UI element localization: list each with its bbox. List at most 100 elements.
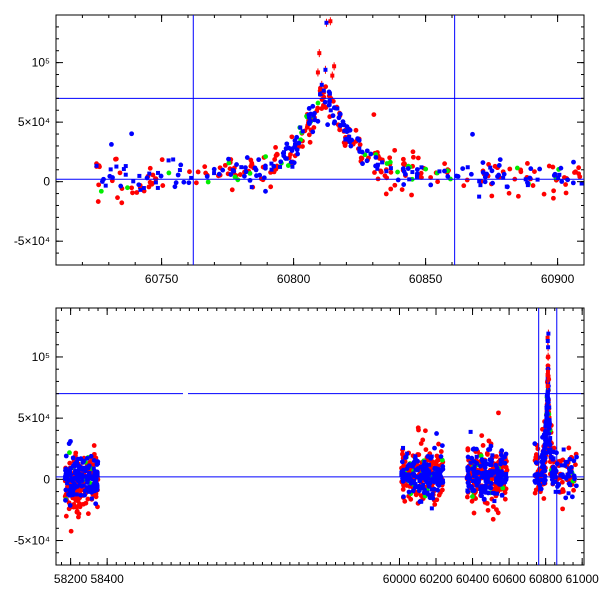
point-blue <box>401 169 407 174</box>
bottom-data-points <box>62 329 579 534</box>
point-blue <box>406 472 412 478</box>
point-blue <box>177 168 182 173</box>
point-blue <box>107 173 113 179</box>
point-blue <box>63 453 69 459</box>
x-tick-label: 58400 <box>90 572 124 586</box>
point-red <box>489 193 495 199</box>
point-blue <box>563 460 568 465</box>
point-blue <box>228 172 234 177</box>
point-blue <box>469 455 475 461</box>
point-blue <box>84 485 90 490</box>
point-blue <box>242 173 247 179</box>
point-blue <box>478 183 483 188</box>
y-tick-label: -5×10⁴ <box>14 234 50 248</box>
point-blue <box>468 460 473 465</box>
point-blue <box>429 492 435 498</box>
bottom-reference-lines <box>56 308 584 565</box>
point-blue <box>478 486 483 491</box>
point-blue <box>424 462 430 468</box>
bottom-plot-frame <box>55 307 585 566</box>
point-peak <box>546 331 551 336</box>
point-blue <box>427 483 432 488</box>
point-red <box>130 190 135 196</box>
point-blue <box>65 476 70 481</box>
y-tick-label: 0 <box>43 472 50 486</box>
point-blue <box>129 131 135 137</box>
point-red <box>464 177 470 183</box>
point-blue <box>563 495 569 501</box>
point-blue <box>541 480 547 486</box>
point-red <box>550 164 556 170</box>
point-blue <box>65 481 70 486</box>
point-blue <box>368 151 374 157</box>
point-red <box>551 195 556 201</box>
point-blue <box>471 479 476 484</box>
point-blue <box>337 123 343 128</box>
point-blue <box>475 482 480 487</box>
point-red <box>572 170 577 175</box>
point-blue <box>495 473 500 478</box>
point-red <box>63 513 69 519</box>
point-red <box>417 174 423 180</box>
point-blue <box>364 148 370 154</box>
point-red <box>465 446 471 452</box>
point-blue <box>263 188 268 194</box>
point-green <box>232 174 238 180</box>
point-blue <box>375 166 380 171</box>
point-blue <box>432 486 437 492</box>
point-blue <box>489 462 494 467</box>
point-blue <box>137 173 142 178</box>
point-blue <box>494 491 499 496</box>
point-blue <box>411 471 417 477</box>
point-blue <box>310 129 316 135</box>
point-blue <box>480 170 486 175</box>
point-blue <box>569 464 574 470</box>
point-red <box>160 183 166 188</box>
point-blue <box>156 170 161 175</box>
point-blue <box>573 483 579 489</box>
point-blue <box>483 459 488 464</box>
point-peak <box>546 354 551 359</box>
point-blue <box>252 165 258 171</box>
bottom-axis-ticks: 58200 58400 60000 60200 60400 60600 60800 61000… <box>14 308 599 586</box>
point-blue <box>492 469 497 474</box>
point-blue <box>340 119 346 125</box>
point-red <box>480 443 486 448</box>
point-blue <box>178 162 184 168</box>
point-red <box>402 498 408 504</box>
point-blue <box>296 140 302 146</box>
point-blue <box>292 138 298 143</box>
point-blue <box>318 92 323 97</box>
point-red <box>146 184 152 190</box>
point-green <box>247 170 253 176</box>
point-blue <box>147 171 152 176</box>
point-blue <box>75 456 81 462</box>
point-blue <box>488 443 494 449</box>
point-red <box>573 462 578 468</box>
point-red <box>382 173 388 179</box>
point-blue <box>504 184 510 190</box>
point-blue <box>410 488 416 494</box>
point-blue <box>425 490 430 495</box>
point-blue <box>74 463 79 468</box>
point-blue <box>545 398 550 403</box>
point-red <box>490 516 496 522</box>
point-red <box>571 487 576 493</box>
y-tick-label: 10⁵ <box>32 56 50 70</box>
point-blue <box>93 501 99 507</box>
point-blue <box>401 494 406 500</box>
point-blue <box>556 176 561 181</box>
point-blue <box>486 480 491 485</box>
point-green <box>395 169 400 175</box>
point-blue <box>414 167 420 172</box>
point-blue <box>555 484 560 489</box>
point-blue <box>155 185 160 190</box>
x-tick-label: 60750 <box>145 272 179 286</box>
point-blue <box>437 470 443 476</box>
point-blue <box>474 454 479 459</box>
point-blue <box>429 487 434 492</box>
point-blue <box>434 473 439 478</box>
point-blue <box>153 180 158 185</box>
point-red <box>532 169 537 175</box>
point-blue <box>94 469 100 475</box>
